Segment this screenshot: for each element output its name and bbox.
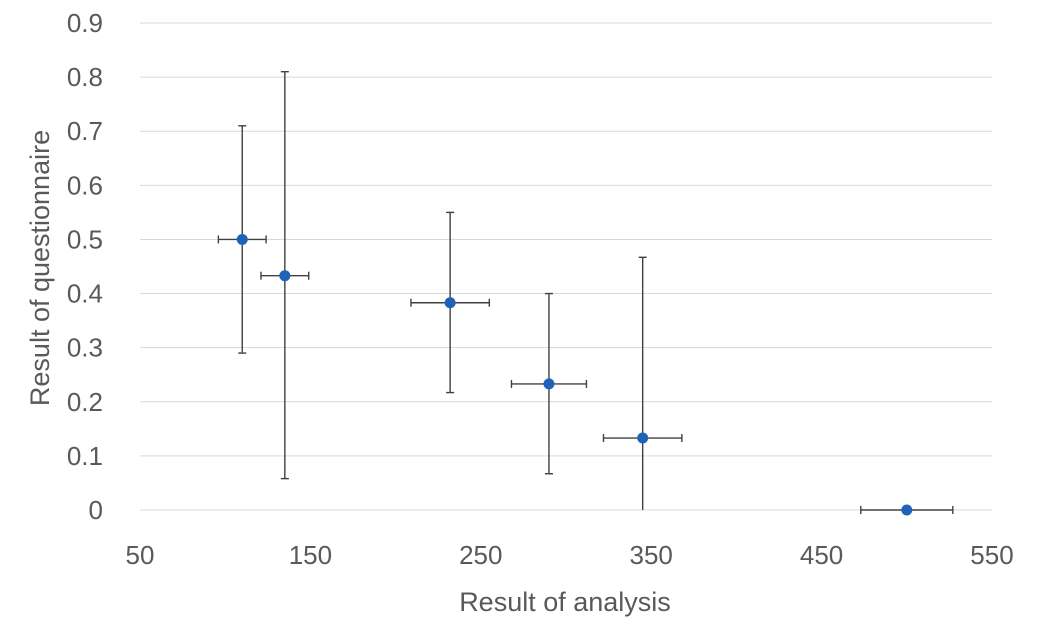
- data-point: [444, 297, 456, 309]
- y-tick-label: 0.5: [67, 224, 103, 254]
- y-tick-label: 0: [89, 495, 103, 525]
- x-tick-label: 350: [630, 540, 673, 570]
- y-tick-label: 0.3: [67, 333, 103, 363]
- y-axis-title: Result of questionnaire: [25, 130, 55, 406]
- y-tick-label: 0.6: [67, 170, 103, 200]
- data-point: [637, 432, 649, 444]
- y-tick-label: 0.9: [67, 8, 103, 38]
- x-tick-label: 50: [126, 540, 155, 570]
- error-bars: [217, 70, 954, 514]
- data-points: [236, 233, 913, 516]
- y-tick-label: 0.4: [67, 279, 103, 309]
- x-tick-label: 450: [800, 540, 843, 570]
- y-tick-label: 0.1: [67, 441, 103, 471]
- x-tick-label: 150: [289, 540, 332, 570]
- y-tick-label: 0.2: [67, 387, 103, 417]
- y-tick-label: 0.8: [67, 62, 103, 92]
- x-tick-label: 250: [459, 540, 502, 570]
- data-point: [543, 378, 555, 390]
- x-axis-title: Result of analysis: [459, 587, 671, 617]
- data-point: [279, 270, 291, 282]
- gridlines: [140, 22, 992, 511]
- data-point: [236, 233, 248, 245]
- y-tick-label: 0.7: [67, 116, 103, 146]
- y-axis-tick-labels: 0 0.1 0.2 0.3 0.4 0.5 0.6 0.7 0.8 0.9: [67, 8, 103, 525]
- x-tick-label: 550: [970, 540, 1013, 570]
- x-axis-tick-labels: 50 150 250 350 450 550: [126, 540, 1014, 570]
- data-point: [901, 504, 913, 516]
